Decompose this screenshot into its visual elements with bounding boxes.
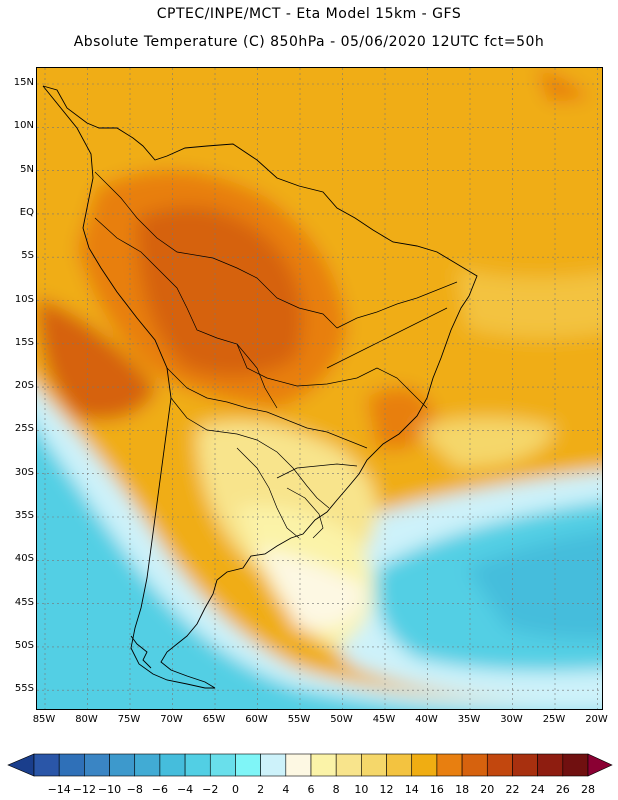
colorbar-label: 16	[429, 783, 444, 796]
colorbar-label: 8	[332, 783, 340, 796]
colorbar-cell	[184, 753, 211, 777]
coastlines	[42, 85, 478, 689]
colorbar-cell	[285, 753, 312, 777]
country-borders	[94, 171, 458, 539]
lat-label-25s: 25S	[14, 423, 34, 435]
colorbar-cell	[461, 753, 488, 777]
colorbar-label: 26	[555, 783, 570, 796]
colorbar-label: −2	[202, 783, 219, 796]
color-scale-bar	[7, 753, 613, 777]
lat-label-10s: 10S	[14, 293, 34, 305]
colorbar-max-arrow	[587, 753, 613, 777]
lon-label-75w: 75W	[117, 714, 141, 725]
colorbar-label: 28	[581, 783, 595, 796]
temperature-map[interactable]	[36, 67, 603, 710]
colorbar-cell	[436, 753, 463, 777]
colorbar-label: 24	[530, 783, 545, 796]
colorbar-cell	[235, 753, 261, 777]
colorbar-label: 0	[231, 783, 239, 796]
lat-label-5n: 5N	[20, 163, 34, 175]
lon-label-25w: 25W	[542, 714, 566, 725]
colorbar-label: −12	[72, 783, 96, 796]
colorbar-cell	[109, 753, 136, 777]
lon-label-35w: 35W	[457, 714, 481, 725]
lat-label-20s: 20S	[14, 380, 34, 392]
colorbar-label: 12	[379, 783, 394, 796]
colorbar-label: 2	[257, 783, 265, 796]
lat-label-15s: 15S	[14, 336, 34, 348]
lon-label-70w: 70W	[160, 714, 183, 725]
lon-label-30w: 30W	[500, 714, 523, 725]
colorbar-cell	[537, 753, 564, 777]
colorbar-cell	[386, 753, 413, 777]
lat-label-40s: 40S	[14, 553, 34, 565]
lat-label-50s: 50S	[14, 639, 34, 651]
lat-label-35s: 35S	[14, 510, 34, 521]
colorbar-label: −4	[176, 783, 194, 796]
colorbar-cell	[58, 753, 85, 777]
colorbar-min-arrow	[7, 753, 35, 777]
lon-label-85w: 85W	[32, 714, 56, 725]
lon-label-55w: 55W	[287, 714, 311, 725]
lon-label-60w: 60W	[245, 714, 268, 725]
lon-label-80w: 80W	[75, 714, 98, 725]
map-title-line2: Absolute Temperature (C) 850hPa - 05/06/…	[73, 34, 545, 50]
lon-label-40w: 40W	[415, 714, 438, 725]
colorbar-label: 20	[480, 783, 495, 796]
colorbar-label: 22	[505, 783, 520, 796]
lat-label-eq: EQ	[19, 206, 34, 218]
colorbar-cell	[335, 753, 362, 777]
lat-label-10n: 10N	[13, 120, 34, 132]
colorbar-cell	[512, 753, 538, 777]
lat-label-15n: 15N	[13, 77, 34, 88]
colorbar-label: 4	[282, 783, 290, 796]
lon-label-20w: 20W	[585, 714, 608, 725]
colorbar-label: 14	[404, 783, 419, 796]
lon-label-45w: 45W	[372, 714, 396, 725]
colorbar-cell	[159, 753, 186, 777]
temperature-shading	[37, 68, 602, 709]
colorbar-cell	[310, 753, 337, 777]
lat-label-30s: 30S	[14, 466, 34, 478]
colorbar-label: 6	[307, 783, 315, 796]
colorbar-label: −6	[151, 783, 169, 796]
colorbar-cell	[260, 753, 287, 777]
colorbar-label: 10	[354, 783, 369, 796]
map-title-line1: CPTEC/INPE/MCT - Eta Model 15km - GFS	[156, 6, 462, 22]
colorbar-cell	[361, 753, 387, 777]
lon-label-65w: 65W	[202, 714, 226, 725]
temperature-field	[37, 68, 602, 709]
colorbar-cell	[486, 753, 513, 777]
colorbar-cell	[209, 753, 236, 777]
colorbar-label: −14	[47, 783, 71, 796]
lat-label-45s: 45S	[14, 596, 34, 608]
colorbar-cell	[411, 753, 438, 777]
lat-label-5s: 5S	[21, 250, 34, 262]
colorbar-cell	[84, 753, 110, 777]
colorbar-cell	[134, 753, 161, 777]
lon-label-50w: 50W	[330, 714, 353, 725]
lat-lon-grid	[37, 68, 602, 709]
colorbar-cell	[562, 753, 589, 777]
colorbar-cell	[33, 753, 60, 777]
colorbar-label: 18	[455, 783, 470, 796]
colorbar-label: −10	[97, 783, 122, 796]
colorbar-label: −8	[126, 783, 143, 796]
lat-label-55s: 55S	[14, 683, 34, 695]
